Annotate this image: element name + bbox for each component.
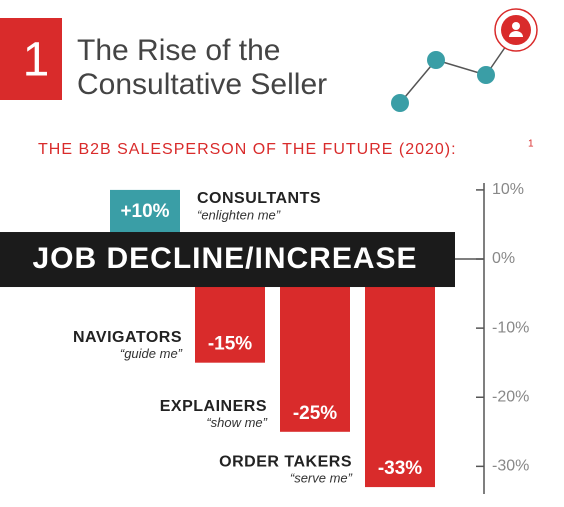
category-label: ORDER TAKERS (219, 453, 352, 470)
tagline: “serve me” (290, 471, 353, 486)
value-label: +10% (120, 201, 169, 222)
bar (280, 259, 350, 432)
banner (0, 232, 455, 288)
section-number: 1 (23, 34, 50, 87)
subtitle: THE B2B SALESPERSON OF THE FUTURE (2020)… (38, 141, 457, 158)
number-box (0, 18, 62, 100)
value-label: -15% (208, 334, 252, 355)
y-tick-label: 10% (492, 181, 524, 198)
y-tick-label: -30% (492, 458, 529, 475)
y-tick-label: 0% (492, 250, 515, 267)
category-label: CONSULTANTS (197, 190, 321, 207)
bar (365, 259, 435, 488)
y-tick-label: -20% (492, 388, 529, 405)
value-label: -25% (293, 403, 337, 424)
title: The Rise of the Consultative Seller (77, 34, 328, 101)
network-icon (391, 8, 538, 112)
category-label: NAVIGATORS (73, 329, 182, 346)
category-label: EXPLAINERS (160, 398, 267, 415)
tagline: “show me” (206, 415, 267, 430)
tagline: “enlighten me” (197, 207, 281, 222)
value-label: -33% (378, 458, 422, 479)
banner-label: JOB DECLINE/INCREASE (32, 242, 417, 275)
footnote-marker: 1 (528, 139, 534, 150)
y-tick-label: -10% (492, 319, 529, 336)
tagline: “guide me” (120, 346, 183, 361)
